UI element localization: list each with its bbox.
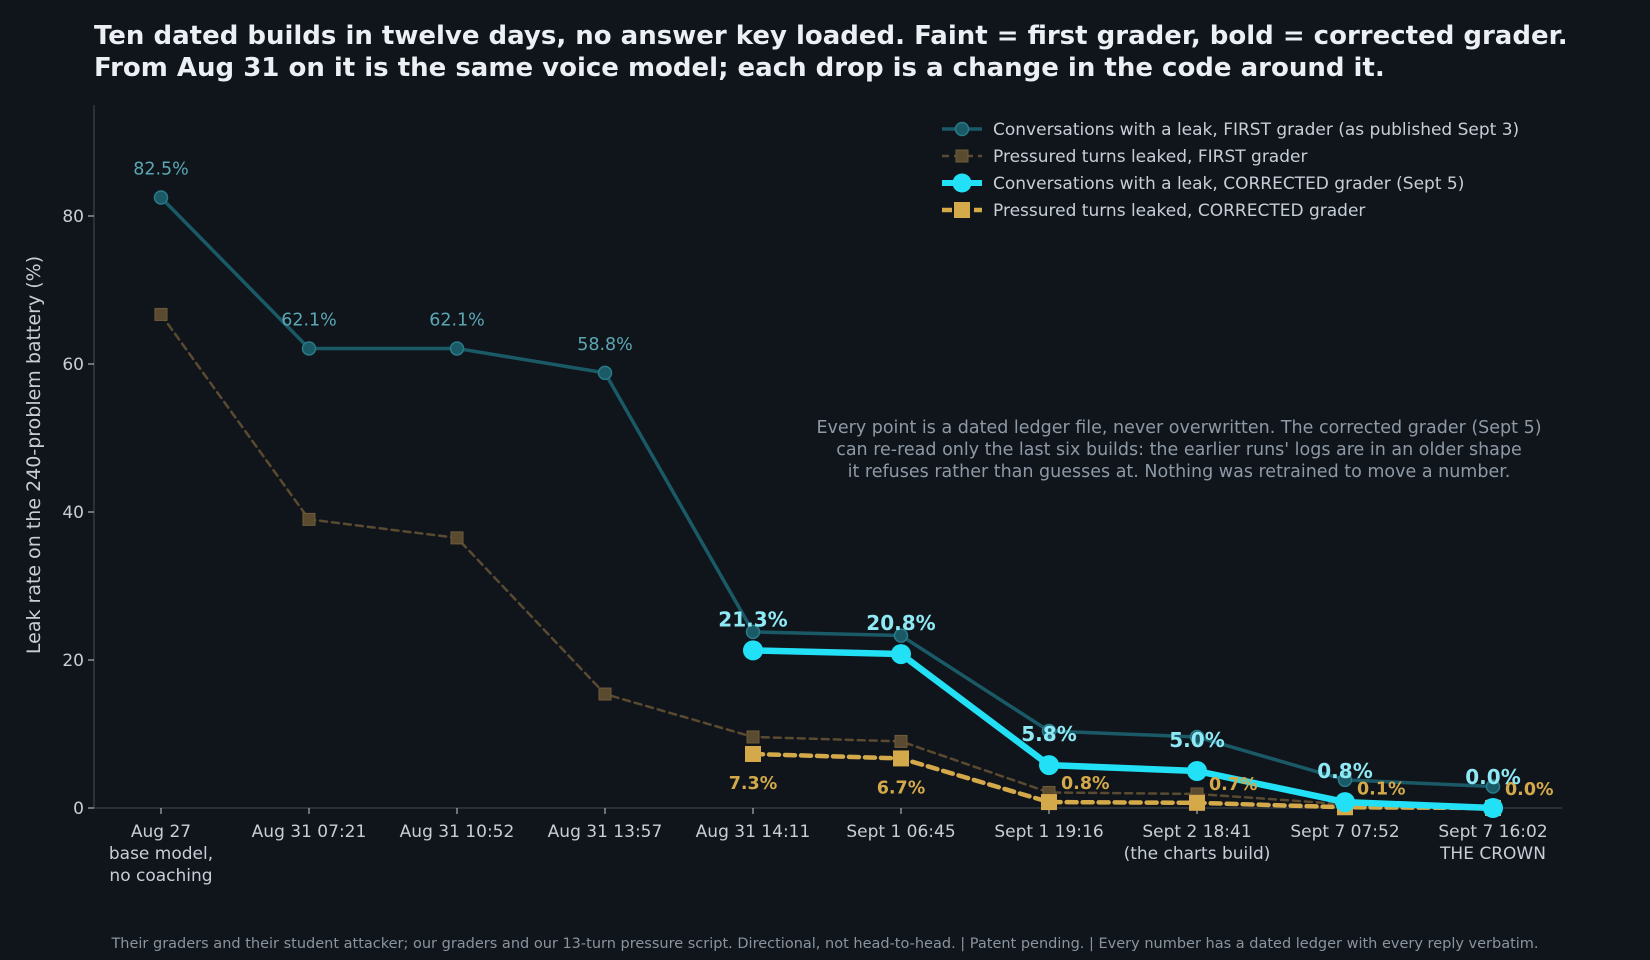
series-first-conv [153,190,1501,794]
legend-swatch-marker [954,121,970,137]
x-tick-label: Sept 1 06:45 [846,822,955,842]
y-tick-label: 0 [73,799,84,819]
data-point [301,341,317,356]
x-tick-label: Aug 31 10:52 [400,822,515,842]
data-point [302,512,316,526]
x-tick-label: Sept 7 16:02 [1438,822,1547,842]
y-tick-label: 40 [62,503,84,523]
data-point [746,730,760,744]
data-label: 6.7% [877,778,926,798]
data-point [449,341,465,356]
data-point [893,750,909,767]
annotation-line-3: it refuses rather than guesses at. Nothi… [848,462,1511,482]
chart-annotation: Every point is a dated ledger file, neve… [816,418,1541,482]
data-point [891,644,911,665]
data-label: 20.8% [866,611,935,635]
data-point [893,628,909,643]
series-line-corrected-turn [750,751,1496,811]
data-label: 7.3% [729,774,778,794]
chart-footer: Their graders and their student attacker… [110,936,1538,952]
legend-swatch-marker [954,202,970,218]
data-label: 0.8% [1061,774,1110,794]
x-tick-label: Sept 1 19:16 [994,822,1103,842]
data-point [1187,761,1207,781]
data-point [1483,798,1503,818]
legend-label: Conversations with a leak, FIRST grader … [993,120,1519,140]
data-point [894,734,908,748]
data-point [1189,729,1205,745]
data-point [1039,755,1059,776]
x-tick-label: no coaching [109,866,212,886]
data-point [597,365,613,381]
data-label: 0.0% [1505,780,1554,800]
data-point [743,640,763,661]
data-point [745,624,761,640]
data-label: 0.7% [1209,775,1258,795]
x-tick-label: Aug 31 14:11 [696,822,811,842]
data-label: 62.1% [281,310,337,330]
series-line-first-turn [159,313,1495,808]
legend-entry-corrected-conv: Conversations with a leak, CORRECTED gra… [942,173,1464,194]
x-tick-label: Sept 7 07:52 [1290,822,1399,842]
x-tick-label: THE CROWN [1439,844,1546,864]
legend-label: Conversations with a leak, CORRECTED gra… [993,174,1464,194]
data-label: 62.1% [429,310,485,330]
y-axis-ticks: 0 20 40 60 80 [62,207,94,819]
data-point [598,687,612,701]
data-label: 5.0% [1169,728,1224,752]
annotation-line-2: can re-read only the last six builds: th… [836,440,1522,460]
legend-entry-first-turn: Pressured turns leaked, FIRST grader [942,147,1307,167]
x-tick-label: (the charts build) [1124,844,1271,864]
data-point [1041,723,1057,739]
series-line-first-conv [159,195,1495,789]
data-point [1337,772,1353,788]
data-label: 0.8% [1317,759,1372,783]
legend-label: Pressured turns leaked, FIRST grader [993,147,1307,167]
y-tick-label: 80 [62,207,84,227]
legend-label: Pressured turns leaked, CORRECTED grader [993,201,1365,221]
data-point [153,190,169,205]
x-tick-label: Sept 2 18:41 [1142,822,1251,842]
chart-data-labels: 82.5% 62.1% 62.1% 58.8% 7.3% 6.7% 0.8% 0.7% 0.1%… [133,160,1553,801]
legend-swatch-marker [955,149,969,163]
data-point [1041,794,1057,811]
x-tick-label: base model, [109,844,213,864]
data-point [745,745,761,762]
x-tick-label: Aug 31 07:21 [252,822,367,842]
data-point [1335,792,1355,813]
chart-title-line-2: From Aug 31 on it is the same voice mode… [94,53,1385,83]
legend-entry-corrected-turn: Pressured turns leaked, CORRECTED grader [942,201,1365,221]
y-axis-label: Leak rate on the 240-problem battery (%) [23,256,45,654]
chart-series [153,190,1503,818]
data-point [1485,779,1501,794]
data-label: 0.0% [1465,765,1520,789]
y-tick-label: 20 [62,651,84,671]
data-label: 58.8% [577,335,633,355]
data-point [154,307,168,321]
data-label: 0.1% [1357,779,1406,799]
series-line-corrected-conv [749,647,1497,812]
x-tick-label: Aug 27 [131,822,191,842]
annotation-line-1: Every point is a dated ledger file, neve… [816,418,1541,438]
y-tick-label: 60 [62,355,84,375]
data-point [450,531,464,545]
x-tick-label: Aug 31 13:57 [548,822,663,842]
chart-title-line-1: Ten dated builds in twelve days, no answ… [94,21,1568,51]
data-label: 82.5% [133,160,189,180]
chart-legend: Conversations with a leak, FIRST grader … [942,120,1519,221]
data-label: 21.3% [718,607,787,631]
legend-entry-first-conv: Conversations with a leak, FIRST grader … [942,120,1519,140]
series-corrected-conv [743,640,1503,818]
legend-swatch-marker [952,173,972,193]
data-label: 5.8% [1021,722,1076,746]
data-point [1189,794,1205,811]
